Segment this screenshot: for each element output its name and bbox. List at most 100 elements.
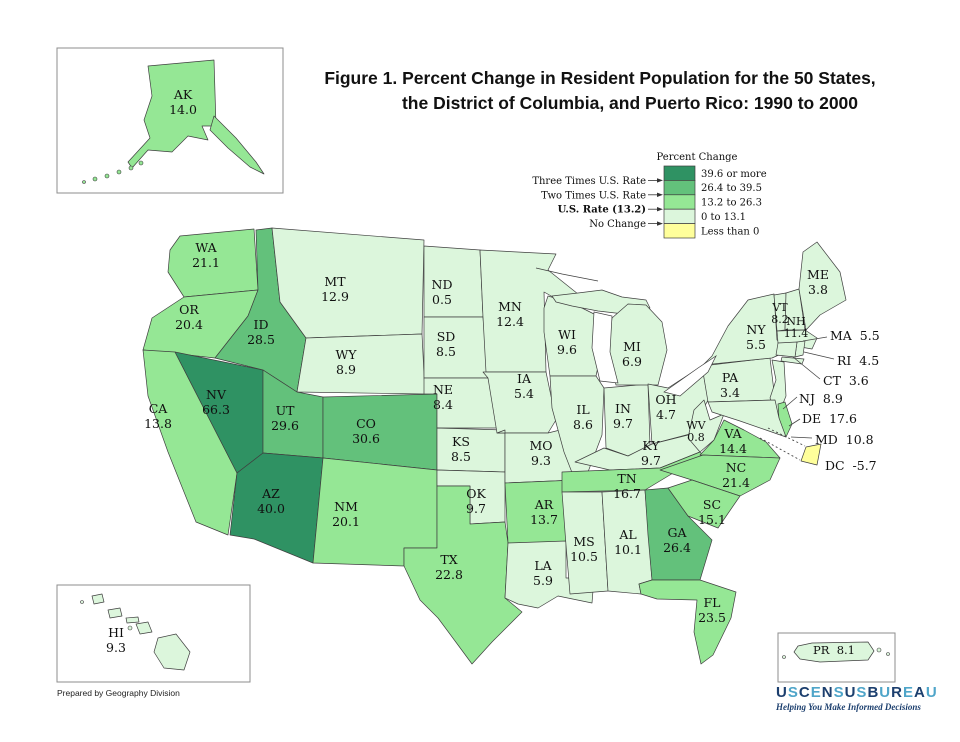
state-label-MD: MD 10.8 [815,432,874,447]
state-shape-TX [403,485,523,665]
state-island-AK [92,176,98,182]
state-label-CT: CT 3.6 [823,373,869,388]
state-shape-ME [798,241,847,331]
state-label-GA: GA 26.4 [663,525,691,555]
state-SD [423,316,489,379]
state-island-PR [782,655,786,659]
logo-letter: U [925,684,938,701]
state-label-CA: CA 13.8 [144,401,172,431]
state-SC [667,479,741,529]
state-label-AR: AR 13.7 [530,497,558,527]
state-island-AK [128,165,134,171]
state-ME [798,241,847,331]
leader-line [802,336,828,342]
state-label-DE: DE 17.6 [802,411,857,426]
state-HI [80,593,191,671]
state-label-ME: ME 3.8 [807,267,829,297]
state-NY [702,293,805,366]
state-PR [782,641,890,663]
state-island-HI [127,625,133,631]
state-shape-CT [775,341,798,358]
state-label-WV: WV 0.8 [686,419,706,444]
leader-line [792,356,821,380]
logo-letter: S [833,684,845,701]
state-island-PR [886,652,890,656]
logo-letter: U [776,684,788,701]
state-label-UT: UT 29.6 [271,403,299,433]
logo-letter: B [867,684,880,701]
state-island-HI [80,600,84,604]
legend-swatch-1 [663,180,696,196]
state-label-NJ: NJ 8.9 [799,391,843,406]
state-MT [271,227,425,339]
leader-line [788,418,801,427]
state-label-MO: MO 9.3 [529,438,552,468]
state-shape-HI [125,616,140,624]
state-island-AK [116,169,122,175]
state-shape-NY [702,293,791,366]
state-label-WA: WA 21.1 [192,240,220,270]
state-shape-PR [793,641,875,663]
state-label-FL: FL 23.5 [698,595,726,625]
legend-range-label-3: 0 to 13.1 [701,212,746,223]
legend-callout-1: Two Times U.S. Rate [541,190,646,201]
state-label-SC: SC 15.1 [698,497,726,527]
state-label-MS: MS 10.5 [570,534,598,564]
state-label-AZ: AZ 40.0 [257,486,285,516]
state-shape-WY [296,333,426,395]
state-label-RI: RI 4.5 [837,353,879,368]
state-shape-SD [423,316,489,379]
state-label-NY: NY 5.5 [746,322,766,352]
logo-letter: R [891,684,903,701]
state-shape-HI [153,633,191,671]
credit-note: Prepared by Geography Division [57,688,180,698]
legend-swatch-3 [663,208,696,224]
lake-erie [663,354,717,397]
state-label-AL: AL 10.1 [614,527,642,557]
lake-superior-border-line [535,267,599,282]
state-TX [403,485,523,665]
leader-line [803,351,835,360]
state-label-NC: NC 21.4 [722,460,750,490]
state-label-KS: KS 8.5 [451,434,471,464]
state-AK [82,59,265,184]
leader-line [782,396,798,410]
legend-callout-arrow-icon [657,178,663,183]
state-shape-KS [436,427,506,473]
legend-callout-arrow-icon [657,192,663,197]
puerto-rico-inset-box [777,632,896,683]
legend-callout-arrow-icon [657,207,663,212]
state-island-AK [82,180,86,184]
logo-letter: N [821,684,834,701]
state-shape-MT [271,227,425,339]
state-island-PR [876,647,882,653]
state-label-MN: MN 12.4 [496,299,524,329]
state-shape-MD [707,399,787,438]
state-KS [436,427,506,473]
alaska-inset-box [56,47,284,194]
state-label-ND: ND 0.5 [432,277,453,307]
state-MD [707,399,787,438]
state-label-MT: MT 12.9 [321,274,349,304]
state-label-MA: MA 5.5 [830,328,880,343]
state-label-OR: OR 20.4 [175,302,203,332]
state-label-OH: OH 4.7 [655,392,676,422]
state-shape-HI [91,593,105,605]
legend-range-label-4: Less than 0 [701,226,759,237]
state-label-VA: VA 14.4 [719,426,747,456]
state-label-ID: ID 28.5 [247,317,275,347]
state-label-IL: IL 8.6 [573,402,593,432]
state-shape-WV [687,399,725,453]
figure-title: Figure 1. Percent Change in Resident Pop… [280,66,920,116]
state-label-TN: TN 16.7 [613,471,641,501]
state-label-IA: IA 5.4 [514,371,534,401]
leader-line [790,436,813,439]
state-label-PA: PA 3.4 [720,370,740,400]
state-label-MI: MI 6.9 [622,339,642,369]
state-label-SD: SD 8.5 [436,329,456,359]
legend-range-label-1: 26.4 to 39.5 [701,183,762,194]
state-label-IN: IN 9.7 [613,401,633,431]
legend-range-label-2: 13.2 to 26.3 [701,198,762,209]
